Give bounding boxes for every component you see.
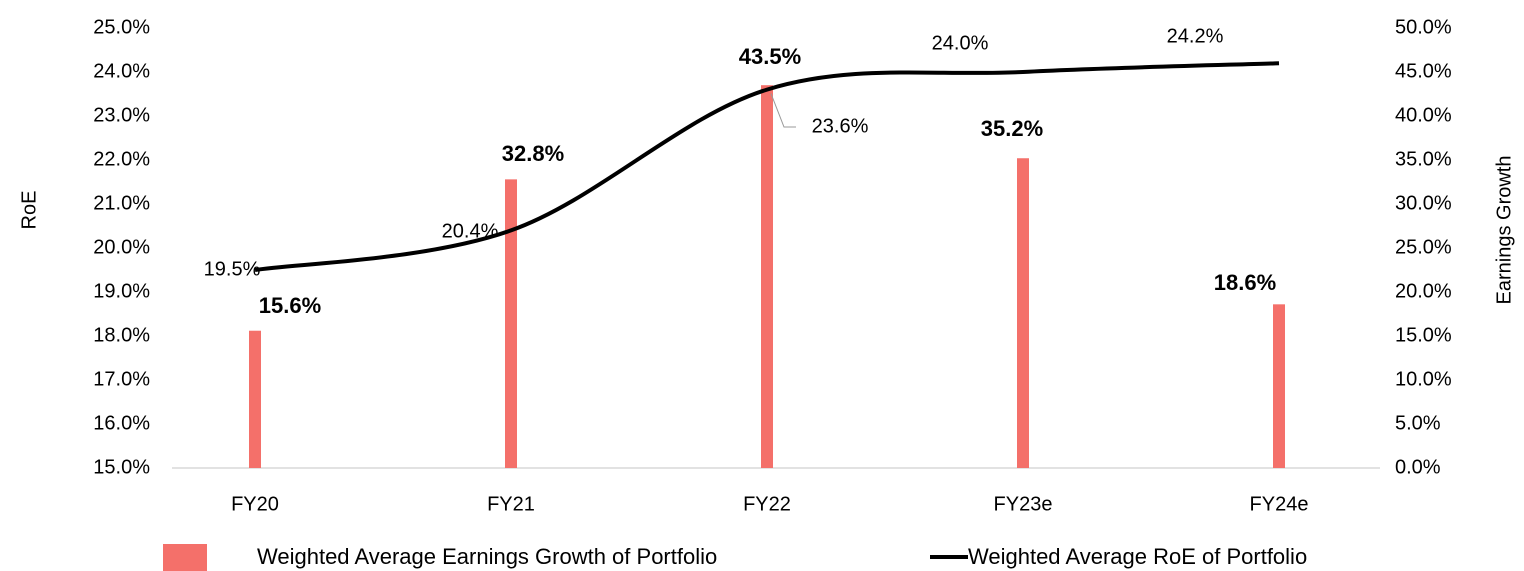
y2-tick-label: 5.0% <box>1395 412 1441 434</box>
y-tick-label: 22.0% <box>93 148 150 170</box>
data-label: 18.6% <box>1214 270 1276 295</box>
y-tick-label: 20.0% <box>93 236 150 258</box>
x-tick-label: FY22 <box>743 493 791 515</box>
x-tick-label: FY20 <box>231 493 279 515</box>
y2-tick-label: 30.0% <box>1395 192 1452 214</box>
y2-tick-label: 10.0% <box>1395 368 1452 390</box>
bar <box>1017 158 1029 469</box>
y2-tick-label: 15.0% <box>1395 324 1452 346</box>
data-label: 35.2% <box>981 116 1043 141</box>
line <box>254 61 1280 272</box>
y2-tick-label: 0.0% <box>1395 456 1441 478</box>
bar <box>1273 304 1285 468</box>
bar <box>761 85 773 468</box>
data-label: 24.0% <box>932 32 989 54</box>
data-label: 24.2% <box>1167 25 1224 47</box>
y2-tick-label: 45.0% <box>1395 60 1452 82</box>
y-tick-label: 19.0% <box>93 280 150 302</box>
y-tick-label: 23.0% <box>93 104 150 126</box>
y2-tick-label: 50.0% <box>1395 16 1452 38</box>
y-tick-label: 15.0% <box>93 456 150 478</box>
y-axis-title: RoE <box>18 191 40 230</box>
y2-tick-label: 20.0% <box>1395 280 1452 302</box>
data-label: 20.4% <box>442 220 499 242</box>
bar <box>505 179 517 469</box>
y-tick-label: 16.0% <box>93 412 150 434</box>
leader-line <box>770 93 796 128</box>
x-tick-label: FY24e <box>1250 493 1309 515</box>
y-tick-label: 17.0% <box>93 368 150 390</box>
y-tick-label: 18.0% <box>93 324 150 346</box>
y2-tick-label: 35.0% <box>1395 148 1452 170</box>
x-tick-label: FY21 <box>487 493 535 515</box>
y-tick-label: 25.0% <box>93 16 150 38</box>
data-label: 32.8% <box>502 141 564 166</box>
legend-swatch <box>163 544 207 571</box>
bar <box>249 330 261 468</box>
y-tick-label: 24.0% <box>93 60 150 82</box>
legend-label: Weighted Average RoE of Portfolio <box>968 544 1307 569</box>
data-label: 15.6% <box>259 293 321 318</box>
data-label: 19.5% <box>204 258 261 280</box>
y2-tick-label: 40.0% <box>1395 104 1452 126</box>
x-tick-label: FY23e <box>994 493 1053 515</box>
y2-tick-label: 25.0% <box>1395 236 1452 258</box>
y2-axis-title: Earnings Growth <box>1493 156 1515 305</box>
legend-label: Weighted Average Earnings Growth of Port… <box>257 544 717 569</box>
data-label: 23.6% <box>812 115 869 137</box>
y-tick-label: 21.0% <box>93 192 150 214</box>
data-label: 43.5% <box>739 44 801 69</box>
